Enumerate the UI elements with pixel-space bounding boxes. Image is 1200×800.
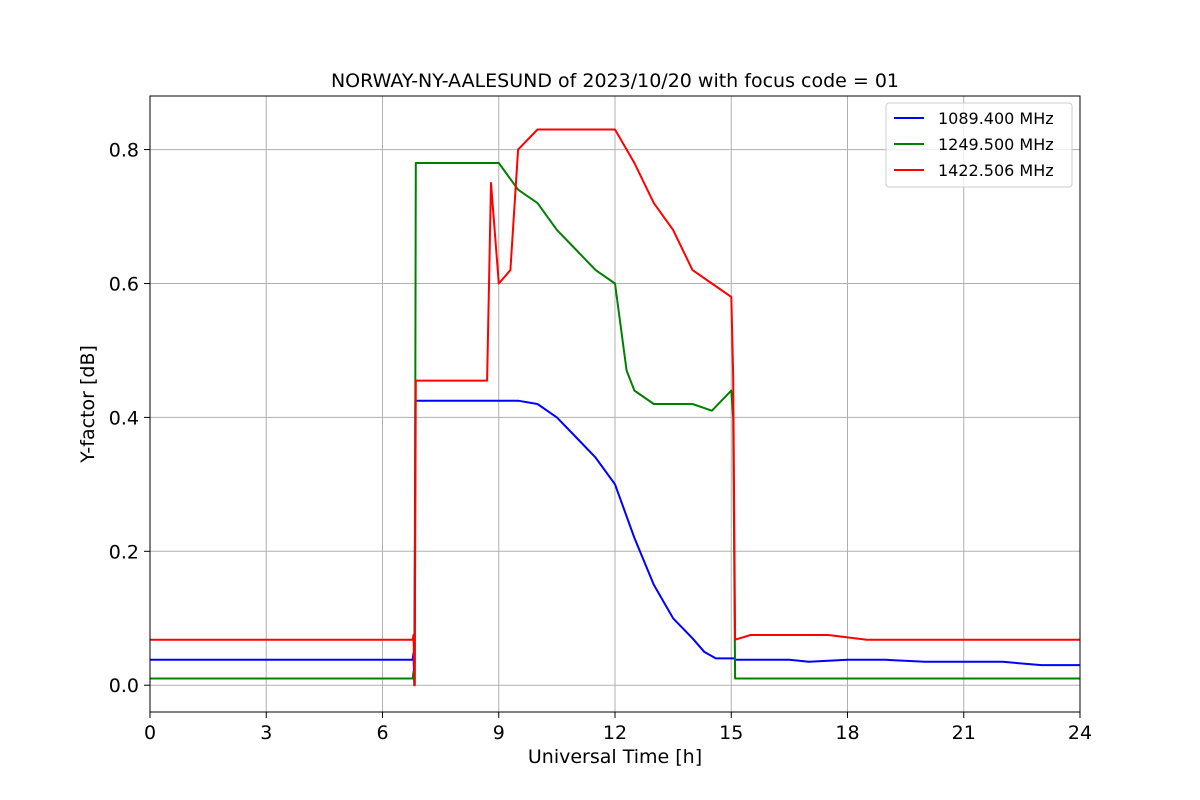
x-tick-label: 21 bbox=[952, 722, 976, 744]
series-line-1 bbox=[150, 399, 1080, 687]
x-axis-label: Universal Time [h] bbox=[528, 746, 702, 768]
chart-title: NORWAY-NY-AALESUND of 2023/10/20 with fo… bbox=[331, 70, 899, 92]
legend-label-1: 1089.400 MHz bbox=[938, 109, 1054, 128]
x-tick-label: 12 bbox=[603, 722, 627, 744]
legend-label-3: 1422.506 MHz bbox=[938, 161, 1054, 180]
x-tick-label: 3 bbox=[260, 722, 272, 744]
legend-label-2: 1249.500 MHz bbox=[938, 135, 1054, 154]
axis-ticks: 0 3 6 9 12 15 18 21 24 0.0 0.2 0.4 0.6 0.8 bbox=[109, 140, 1092, 744]
y-tick-label: 0.0 bbox=[109, 675, 139, 697]
x-tick-label: 9 bbox=[493, 722, 505, 744]
y-tick-label: 0.6 bbox=[109, 273, 139, 295]
x-tick-label: 6 bbox=[376, 722, 388, 744]
legend-box bbox=[885, 102, 1073, 188]
y-tick-label: 0.8 bbox=[109, 140, 139, 162]
series-line-3 bbox=[150, 128, 1080, 687]
y-axis-label: Y-factor [dB] bbox=[77, 345, 99, 464]
y-tick-label: 0.2 bbox=[109, 541, 139, 563]
x-tick-label: 24 bbox=[1068, 722, 1092, 744]
series-line-2 bbox=[150, 162, 1080, 687]
legend: 1089.400 MHz 1249.500 MHz 1422.506 MHz bbox=[885, 102, 1073, 188]
x-tick-label: 15 bbox=[719, 722, 743, 744]
y-tick-label: 0.4 bbox=[109, 407, 139, 429]
x-tick-label: 0 bbox=[144, 722, 156, 744]
series-lines bbox=[150, 128, 1080, 687]
x-tick-label: 18 bbox=[835, 722, 859, 744]
